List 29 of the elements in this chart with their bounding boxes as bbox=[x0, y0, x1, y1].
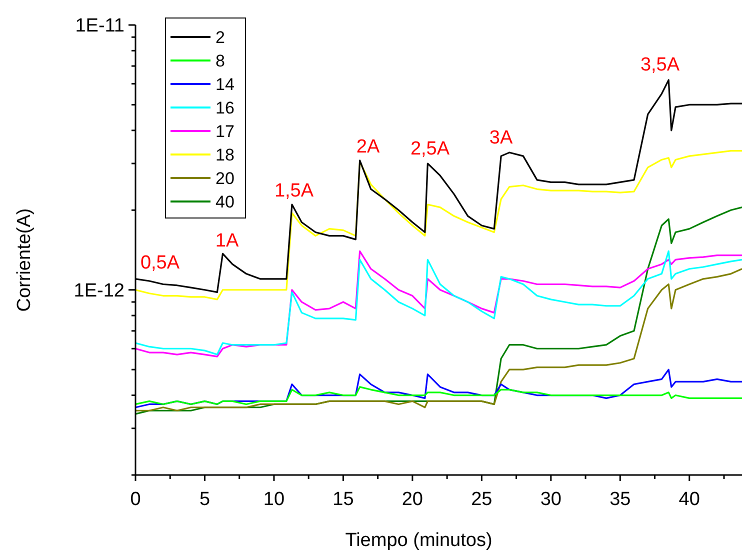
line-series bbox=[136, 386, 742, 406]
y-tick-label: 1E-12 bbox=[74, 280, 124, 302]
x-tick-label: 25 bbox=[471, 489, 492, 510]
x-axis-title: Tiempo (minutos) bbox=[345, 530, 492, 551]
annotation: 2,5A bbox=[410, 138, 450, 160]
legend-label: 40 bbox=[216, 192, 234, 212]
x-tick-label: 20 bbox=[402, 489, 424, 510]
legend-label: 17 bbox=[216, 122, 234, 141]
x-tick-label: 0 bbox=[130, 489, 141, 510]
x-tick-label: 40 bbox=[678, 489, 700, 510]
legend-label: 20 bbox=[216, 168, 234, 188]
legend-label: 14 bbox=[216, 74, 234, 94]
x-tick-label: 5 bbox=[199, 489, 210, 510]
legend-label: 8 bbox=[216, 51, 225, 70]
x-tick-label: 10 bbox=[263, 489, 285, 510]
annotation: 3A bbox=[489, 128, 513, 149]
x-tick-label: 15 bbox=[332, 489, 354, 510]
annotation: 2A bbox=[356, 136, 380, 158]
legend-label: 18 bbox=[216, 145, 234, 164]
y-axis-title: Corriente(A) bbox=[14, 208, 35, 312]
x-tick-label: 35 bbox=[610, 489, 631, 510]
annotation: 1A bbox=[215, 230, 239, 252]
y-tick-label: 1E-11 bbox=[75, 16, 124, 37]
x-tick-label: 30 bbox=[540, 489, 562, 510]
annotation: 0,5A bbox=[140, 252, 180, 274]
annotation: 1,5A bbox=[274, 180, 314, 202]
annotation: 3,5A bbox=[640, 54, 680, 76]
legend-label: 16 bbox=[216, 98, 234, 118]
legend-label: 2 bbox=[216, 28, 225, 47]
